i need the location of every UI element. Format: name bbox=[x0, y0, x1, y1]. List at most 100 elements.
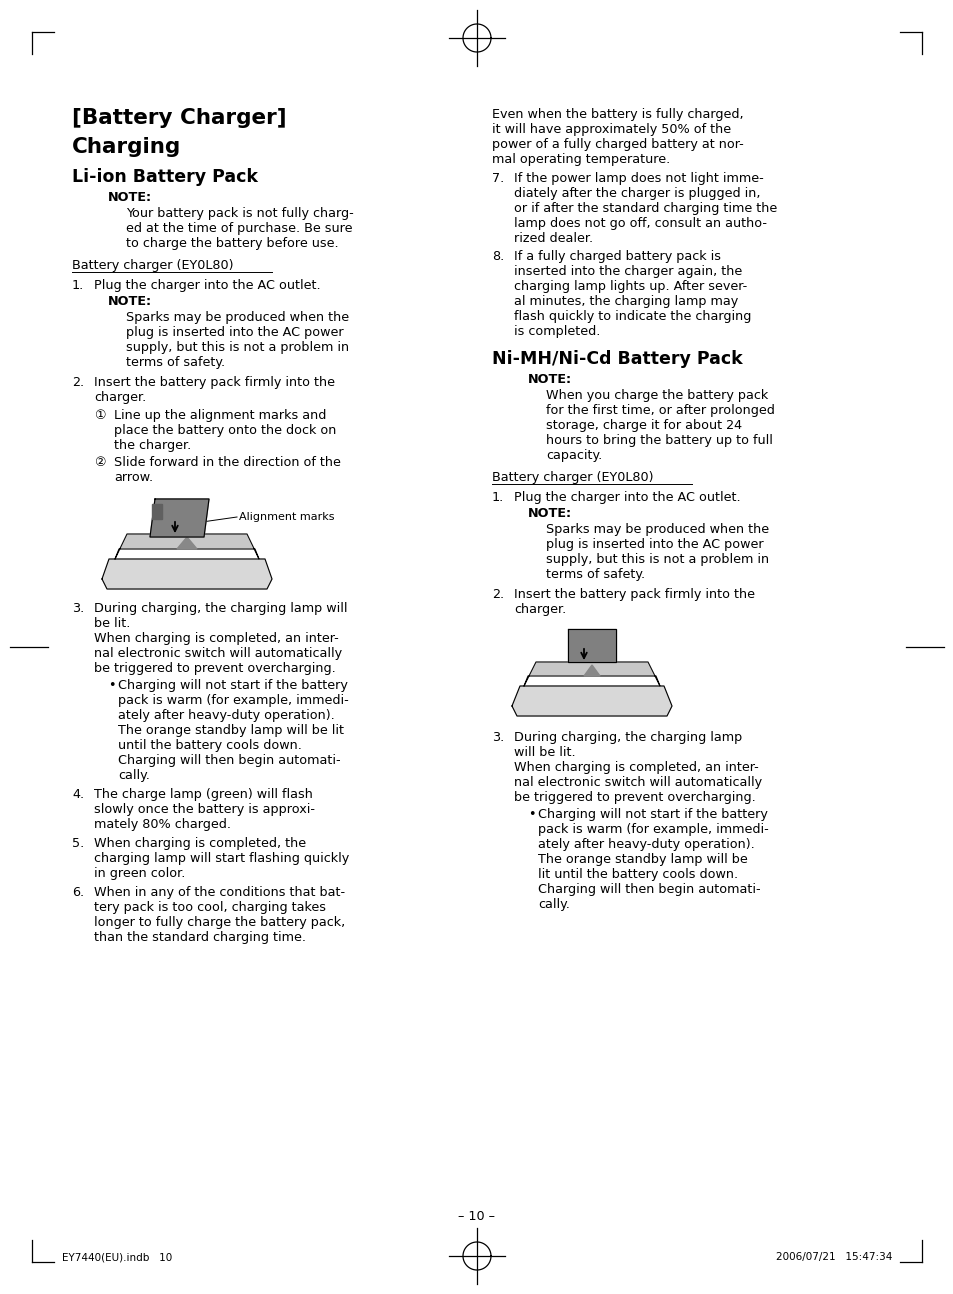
Text: Plug the charger into the AC outlet.: Plug the charger into the AC outlet. bbox=[94, 280, 320, 292]
Text: pack is warm (for example, immedi-: pack is warm (for example, immedi- bbox=[118, 694, 349, 707]
Text: 1.: 1. bbox=[71, 280, 84, 292]
Text: 5.: 5. bbox=[71, 837, 84, 850]
Text: power of a fully charged battery at nor-: power of a fully charged battery at nor- bbox=[492, 138, 743, 151]
Text: [Battery Charger]: [Battery Charger] bbox=[71, 107, 286, 128]
Text: place the battery onto the dock on: place the battery onto the dock on bbox=[113, 424, 336, 437]
Text: cally.: cally. bbox=[537, 898, 569, 911]
Text: NOTE:: NOTE: bbox=[108, 192, 152, 204]
Text: will be lit.: will be lit. bbox=[514, 747, 575, 760]
Text: mal operating temperature.: mal operating temperature. bbox=[492, 153, 670, 166]
Text: When charging is completed, an inter-: When charging is completed, an inter- bbox=[514, 761, 758, 774]
Text: charger.: charger. bbox=[514, 603, 566, 616]
Text: Battery charger (EY0L80): Battery charger (EY0L80) bbox=[71, 259, 233, 272]
Text: is completed.: is completed. bbox=[514, 325, 599, 338]
Text: cally.: cally. bbox=[118, 769, 150, 782]
Text: supply, but this is not a problem in: supply, but this is not a problem in bbox=[126, 342, 349, 355]
Text: Alignment marks: Alignment marks bbox=[239, 512, 335, 521]
Text: ately after heavy-duty operation).: ately after heavy-duty operation). bbox=[537, 839, 754, 851]
Text: NOTE:: NOTE: bbox=[527, 507, 572, 520]
Polygon shape bbox=[177, 537, 196, 549]
Polygon shape bbox=[152, 503, 162, 519]
Polygon shape bbox=[523, 663, 659, 686]
Text: •: • bbox=[527, 807, 535, 820]
Text: until the battery cools down.: until the battery cools down. bbox=[118, 739, 301, 752]
Text: nal electronic switch will automatically: nal electronic switch will automatically bbox=[514, 776, 761, 789]
Text: be triggered to prevent overcharging.: be triggered to prevent overcharging. bbox=[514, 791, 755, 804]
Text: NOTE:: NOTE: bbox=[527, 373, 572, 386]
Text: al minutes, the charging lamp may: al minutes, the charging lamp may bbox=[514, 295, 738, 308]
Text: pack is warm (for example, immedi-: pack is warm (for example, immedi- bbox=[537, 823, 768, 836]
Text: ①: ① bbox=[94, 409, 105, 422]
Polygon shape bbox=[567, 629, 616, 663]
Text: inserted into the charger again, the: inserted into the charger again, the bbox=[514, 265, 741, 278]
Text: EY7440(EU).indb   10: EY7440(EU).indb 10 bbox=[62, 1253, 172, 1262]
Text: or if after the standard charging time the: or if after the standard charging time t… bbox=[514, 202, 777, 215]
Polygon shape bbox=[115, 534, 258, 559]
Text: 7.: 7. bbox=[492, 172, 504, 185]
Text: ed at the time of purchase. Be sure: ed at the time of purchase. Be sure bbox=[126, 223, 352, 236]
Text: When charging is completed, an inter-: When charging is completed, an inter- bbox=[94, 631, 338, 644]
Text: When in any of the conditions that bat-: When in any of the conditions that bat- bbox=[94, 886, 345, 899]
Text: 3.: 3. bbox=[71, 602, 84, 615]
Text: Even when the battery is fully charged,: Even when the battery is fully charged, bbox=[492, 107, 742, 122]
Polygon shape bbox=[512, 686, 671, 716]
Text: be lit.: be lit. bbox=[94, 617, 131, 630]
Text: Li-ion Battery Pack: Li-ion Battery Pack bbox=[71, 168, 257, 186]
Text: When charging is completed, the: When charging is completed, the bbox=[94, 837, 306, 850]
Text: plug is inserted into the AC power: plug is inserted into the AC power bbox=[126, 326, 343, 339]
Text: If the power lamp does not light imme-: If the power lamp does not light imme- bbox=[514, 172, 763, 185]
Text: The orange standby lamp will be: The orange standby lamp will be bbox=[537, 853, 747, 866]
Text: rized dealer.: rized dealer. bbox=[514, 232, 593, 245]
Text: mately 80% charged.: mately 80% charged. bbox=[94, 818, 231, 831]
Text: the charger.: the charger. bbox=[113, 439, 191, 452]
Text: – 10 –: – 10 – bbox=[458, 1210, 495, 1223]
Text: it will have approximately 50% of the: it will have approximately 50% of the bbox=[492, 123, 730, 136]
Text: than the standard charging time.: than the standard charging time. bbox=[94, 930, 306, 945]
Text: Charging will not start if the battery: Charging will not start if the battery bbox=[118, 679, 348, 692]
Text: 3.: 3. bbox=[492, 731, 504, 744]
Text: During charging, the charging lamp: During charging, the charging lamp bbox=[514, 731, 741, 744]
Text: NOTE:: NOTE: bbox=[108, 295, 152, 308]
Text: Sparks may be produced when the: Sparks may be produced when the bbox=[126, 311, 349, 324]
Text: The charge lamp (green) will flash: The charge lamp (green) will flash bbox=[94, 788, 313, 801]
Text: Line up the alignment marks and: Line up the alignment marks and bbox=[113, 409, 326, 422]
Text: ately after heavy-duty operation).: ately after heavy-duty operation). bbox=[118, 709, 335, 722]
Text: lit until the battery cools down.: lit until the battery cools down. bbox=[537, 868, 738, 881]
Text: longer to fully charge the battery pack,: longer to fully charge the battery pack, bbox=[94, 916, 345, 929]
Text: Insert the battery pack firmly into the: Insert the battery pack firmly into the bbox=[94, 377, 335, 389]
Text: lamp does not go off, consult an autho-: lamp does not go off, consult an autho- bbox=[514, 217, 766, 230]
Polygon shape bbox=[583, 665, 599, 675]
Text: hours to bring the battery up to full: hours to bring the battery up to full bbox=[545, 433, 772, 446]
Text: storage, charge it for about 24: storage, charge it for about 24 bbox=[545, 419, 741, 432]
Text: capacity.: capacity. bbox=[545, 449, 601, 462]
Text: 4.: 4. bbox=[71, 788, 84, 801]
Text: The orange standby lamp will be lit: The orange standby lamp will be lit bbox=[118, 725, 344, 738]
Text: Charging: Charging bbox=[71, 137, 181, 157]
Text: terms of safety.: terms of safety. bbox=[126, 356, 225, 369]
Text: nal electronic switch will automatically: nal electronic switch will automatically bbox=[94, 647, 342, 660]
Text: for the first time, or after prolonged: for the first time, or after prolonged bbox=[545, 404, 774, 417]
Text: charger.: charger. bbox=[94, 391, 146, 404]
Text: 1.: 1. bbox=[492, 490, 504, 503]
Text: 2.: 2. bbox=[71, 377, 84, 389]
Text: flash quickly to indicate the charging: flash quickly to indicate the charging bbox=[514, 311, 751, 324]
Text: in green color.: in green color. bbox=[94, 867, 185, 880]
Text: 2006/07/21   15:47:34: 2006/07/21 15:47:34 bbox=[775, 1253, 891, 1262]
Text: Charging will then begin automati-: Charging will then begin automati- bbox=[118, 754, 340, 767]
Text: 6.: 6. bbox=[71, 886, 84, 899]
Text: 8.: 8. bbox=[492, 250, 504, 263]
Text: Your battery pack is not fully charg-: Your battery pack is not fully charg- bbox=[126, 207, 354, 220]
Text: If a fully charged battery pack is: If a fully charged battery pack is bbox=[514, 250, 720, 263]
Text: When you charge the battery pack: When you charge the battery pack bbox=[545, 389, 767, 402]
Text: slowly once the battery is approxi-: slowly once the battery is approxi- bbox=[94, 804, 314, 817]
Text: Charging will not start if the battery: Charging will not start if the battery bbox=[537, 807, 767, 820]
Text: Insert the battery pack firmly into the: Insert the battery pack firmly into the bbox=[514, 587, 754, 600]
Text: to charge the battery before use.: to charge the battery before use. bbox=[126, 237, 338, 250]
Polygon shape bbox=[102, 559, 272, 589]
Text: charging lamp lights up. After sever-: charging lamp lights up. After sever- bbox=[514, 280, 746, 292]
Text: 2.: 2. bbox=[492, 587, 503, 600]
Text: arrow.: arrow. bbox=[113, 471, 153, 484]
Text: plug is inserted into the AC power: plug is inserted into the AC power bbox=[545, 538, 762, 551]
Text: •: • bbox=[108, 679, 115, 692]
Text: Battery charger (EY0L80): Battery charger (EY0L80) bbox=[492, 471, 653, 484]
